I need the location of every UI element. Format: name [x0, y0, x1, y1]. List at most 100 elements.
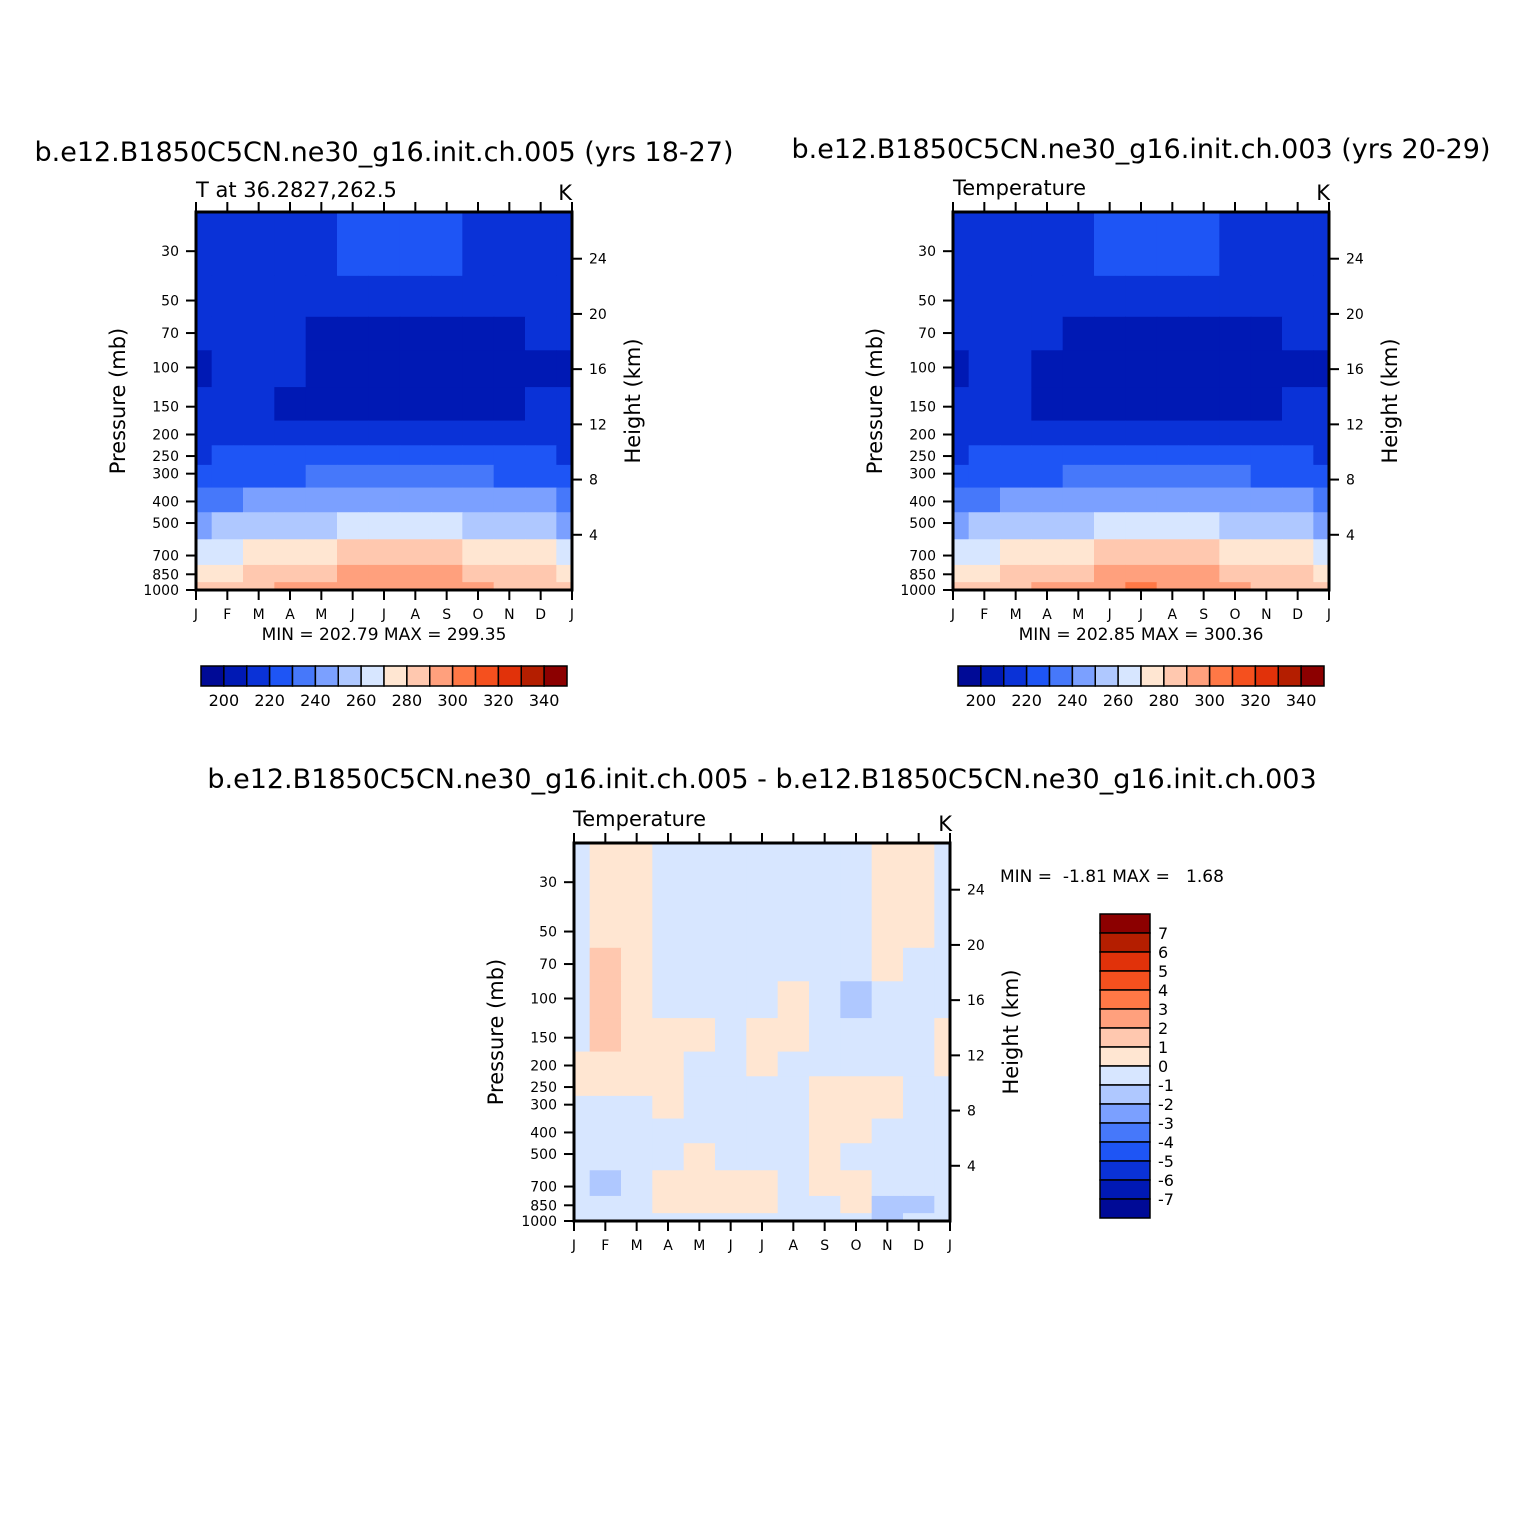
heatmap-cell — [196, 564, 213, 583]
colorbar-swatch — [1254, 665, 1280, 687]
panel-3-pressure-axis-label: Pressure (mb) — [484, 959, 508, 1106]
heatmap-cell — [525, 487, 557, 513]
heatmap-cell — [903, 947, 935, 982]
heatmap-cell — [1219, 420, 1252, 446]
heatmap-cell — [1250, 582, 1283, 591]
heatmap-cell — [243, 420, 275, 446]
heatmap-cell — [953, 512, 970, 540]
pressure-tick-label: 200 — [152, 427, 179, 443]
heatmap-cell — [196, 464, 213, 489]
pressure-tick-label: 50 — [918, 294, 936, 310]
month-tick-label: F — [601, 1238, 609, 1254]
heatmap-cell — [196, 487, 213, 513]
heatmap-cell — [1313, 387, 1330, 422]
heatmap-cell — [1219, 512, 1252, 540]
colorbar-label: 280 — [392, 691, 423, 710]
heatmap-cell — [574, 1018, 591, 1053]
colorbar-label: -7 — [1158, 1190, 1174, 1209]
colorbar-label: 300 — [437, 691, 468, 710]
heatmap-cell — [953, 212, 970, 277]
heatmap-cell — [368, 487, 401, 513]
heatmap-cell — [1156, 387, 1189, 422]
heatmap-cell — [809, 1170, 841, 1197]
heatmap-cell — [840, 1170, 873, 1197]
heatmap-cell — [746, 1076, 779, 1097]
pressure-tick-label: 50 — [539, 925, 557, 941]
heatmap-cell — [431, 464, 463, 489]
heatmap-cell — [715, 843, 747, 908]
panel-2: b.e12.B1850C5CN.ne30_g16.init.ch.003 (yr… — [791, 134, 1490, 710]
heatmap-cell — [903, 981, 935, 1019]
heatmap-cell — [1062, 350, 1095, 388]
heatmap-cell — [462, 420, 495, 446]
heatmap-cell — [589, 1076, 622, 1097]
heatmap-cell — [621, 947, 653, 982]
heatmap-cell — [777, 1143, 810, 1171]
heatmap-cell — [934, 947, 951, 982]
heatmap-cell — [368, 316, 401, 351]
height-tick-label: 12 — [589, 417, 607, 433]
heatmap-cell — [243, 275, 275, 318]
heatmap-cell — [525, 275, 557, 318]
colorbar-swatch — [406, 665, 431, 687]
heatmap-cell — [525, 212, 557, 277]
panel-2-plot-area: J F M A M J J A S O N D J 30 50 70 100 150 200 250 300 400 500… — [900, 202, 1364, 623]
colorbar-swatch — [1099, 932, 1151, 953]
heatmap-cell — [274, 464, 307, 489]
heatmap-cell — [1313, 445, 1330, 466]
colorbar-swatch — [1099, 1084, 1151, 1105]
heatmap-cell — [556, 512, 573, 540]
heatmap-cell — [1000, 275, 1032, 318]
heatmap-cell — [1031, 582, 1064, 591]
heatmap-cell — [809, 1213, 841, 1222]
heatmap-cell — [556, 212, 573, 277]
heatmap-cell — [1313, 212, 1330, 277]
heatmap-cell — [1282, 316, 1314, 351]
heatmap-cell — [1156, 512, 1189, 540]
heatmap-cell — [1000, 512, 1032, 540]
heatmap-cell — [746, 1143, 779, 1171]
heatmap-cell — [1219, 445, 1252, 466]
colorbar-swatch — [268, 665, 294, 687]
colorbar-swatch — [200, 665, 225, 687]
heatmap-cell — [1156, 275, 1189, 318]
heatmap-cell — [574, 947, 591, 982]
heatmap-cell — [652, 1095, 685, 1120]
heatmap-cell — [953, 564, 970, 583]
height-tick-label: 24 — [967, 883, 985, 899]
heatmap-cell — [1062, 316, 1095, 351]
heatmap-cell — [337, 316, 369, 351]
heatmap-cell — [1219, 464, 1252, 489]
heatmap-cell — [840, 1095, 873, 1120]
colorbar-label: 220 — [1011, 691, 1042, 710]
heatmap-cell — [777, 906, 810, 949]
heatmap-cell — [493, 539, 526, 566]
heatmap-cell — [556, 564, 573, 583]
panel-1-title: b.e12.B1850C5CN.ne30_g16.init.ch.005 (yr… — [34, 137, 733, 168]
pressure-tick-label: 150 — [909, 400, 936, 416]
pressure-tick-label: 850 — [530, 1198, 557, 1214]
heatmap-cell — [1282, 512, 1314, 540]
colorbar-label: -1 — [1158, 1076, 1174, 1095]
panel-1-subtitle: T at 36.2827,262.5 — [195, 178, 397, 202]
colorbar-label: 240 — [1057, 691, 1088, 710]
heatmap-cell — [337, 464, 369, 489]
heatmap-cell — [1031, 512, 1064, 540]
heatmap-cell — [243, 512, 275, 540]
heatmap-cell — [621, 1195, 653, 1214]
heatmap-cell — [746, 1095, 779, 1120]
heatmap-cell — [903, 1195, 935, 1214]
colorbar-swatch — [1117, 665, 1142, 687]
heatmap-cell — [493, 420, 526, 446]
heatmap-cell — [809, 1018, 841, 1053]
month-tick-label: A — [411, 607, 421, 623]
heatmap-cell — [431, 539, 463, 566]
heatmap-cell — [574, 1170, 591, 1197]
colorbar-label: 220 — [254, 691, 285, 710]
colorbar-swatch — [1099, 970, 1151, 991]
heatmap-cell — [589, 1143, 622, 1171]
heatmap-cell — [305, 275, 338, 318]
heatmap-cell — [574, 981, 591, 1019]
panel-2-min-max: MIN = 202.85 MAX = 300.36 — [1019, 625, 1264, 645]
heatmap-cell — [337, 350, 369, 388]
